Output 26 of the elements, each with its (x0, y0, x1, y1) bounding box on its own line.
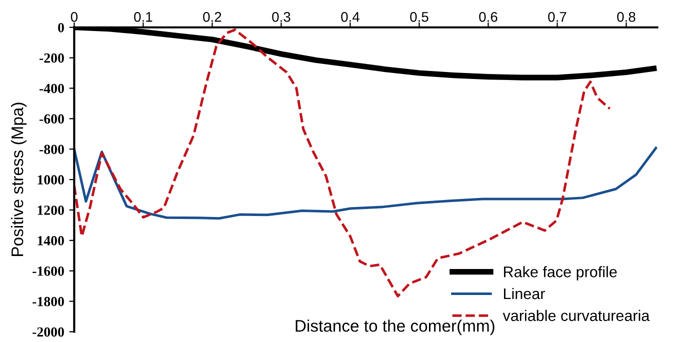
legend-label: Linear (504, 288, 545, 300)
y-tick-label: -200 (40, 53, 64, 63)
x-tick-label: 0.7 (548, 12, 566, 22)
x-tick-label: 0.5 (410, 12, 428, 22)
y-tick-label: -2000 (32, 327, 64, 337)
y-tick-label: -1800 (32, 296, 64, 306)
y-tick-label: 0 (58, 22, 64, 32)
x-tick-label: 0.6 (479, 12, 498, 22)
y-tick-label: -400 (40, 84, 64, 94)
y-axis-title: Positive stress (Mpa) (10, 102, 27, 256)
y-tick-label: 1200 (38, 206, 64, 215)
legend-label: Rake face profile (504, 266, 617, 280)
x-tick-label: 0 (70, 12, 78, 22)
x-tick-label: 0.1 (134, 12, 152, 22)
x-axis-title: Distance to the comer(mm) (296, 320, 494, 336)
legend-label: variable curvaturearia (502, 310, 650, 322)
x-tick-label: 0.3 (272, 12, 290, 22)
y-tick-label: -600 (40, 114, 64, 124)
line-series (74, 146, 658, 220)
x-tick-label: 0.8 (617, 12, 636, 22)
y-tick-label: 1400 (38, 236, 64, 246)
y-tick-label: 1000 (38, 175, 64, 185)
x-tick-label: 0.4 (341, 12, 360, 22)
y-tick-label: -1600 (32, 266, 64, 276)
x-tick-label: 0.2 (203, 12, 222, 22)
y-tick-label: -800 (40, 144, 64, 154)
